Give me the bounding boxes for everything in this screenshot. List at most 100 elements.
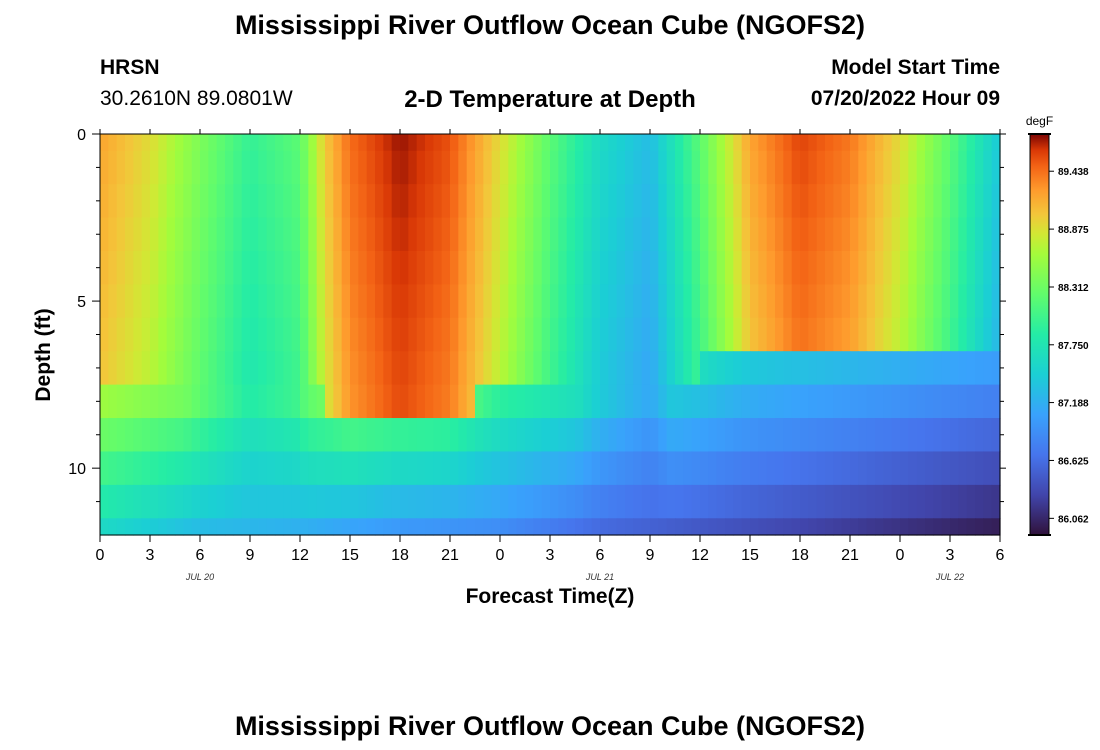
heatmap-cell [225, 150, 234, 185]
heatmap-cell [291, 284, 301, 319]
heatmap-cell [733, 418, 743, 453]
y-axis-label: Depth (ft) [32, 308, 55, 402]
heatmap-cell [291, 518, 301, 536]
heatmap-cell [308, 184, 318, 219]
heatmap-cell [800, 134, 809, 152]
heatmap-cell [633, 134, 643, 152]
heatmap-cell [350, 351, 359, 386]
heatmap-cell [591, 150, 601, 185]
heatmap-cell [175, 484, 184, 519]
heatmap-cell [241, 418, 251, 453]
heatmap-cell [350, 150, 359, 185]
heatmap-cell [250, 518, 259, 536]
heatmap-cell [925, 451, 934, 486]
heatmap-cell [100, 150, 109, 185]
heatmap-cell [525, 184, 534, 219]
heatmap-cell [358, 418, 368, 453]
heatmap-cell [983, 418, 993, 453]
heatmap-cell [750, 451, 759, 486]
heatmap-cell [333, 250, 343, 285]
heatmap-cell [275, 518, 284, 536]
colorbar-tick-label: 88.312 [1058, 283, 1089, 294]
heatmap-cell [633, 150, 643, 185]
heatmap-cell [841, 451, 851, 486]
heatmap-cell [108, 418, 118, 453]
heatmap-cell [366, 184, 376, 219]
heatmap-cell [716, 184, 726, 219]
heatmap-cell [408, 284, 418, 319]
heatmap-cell [991, 150, 1001, 185]
heatmap-cell [458, 184, 468, 219]
heatmap-cell [141, 384, 151, 419]
heatmap-cell [991, 351, 1001, 386]
heatmap-cell [150, 184, 159, 219]
heatmap-cell [208, 518, 218, 536]
heatmap-cell [941, 184, 951, 219]
heatmap-cell [816, 484, 826, 519]
heatmap-cell [450, 484, 459, 519]
heatmap-cell [833, 184, 843, 219]
heatmap-cell [550, 250, 559, 285]
heatmap-cell [258, 484, 268, 519]
heatmap-cell [991, 384, 1001, 419]
heatmap-cell [925, 134, 934, 152]
heatmap-cell [291, 217, 301, 252]
heatmap-cell [683, 351, 693, 386]
heatmap-cell [933, 317, 943, 352]
heatmap-cell [116, 351, 126, 386]
heatmap-cell [625, 451, 634, 486]
colorbar-tick-label: 86.062 [1058, 514, 1089, 525]
heatmap-cell [400, 451, 409, 486]
heatmap-cell [708, 384, 718, 419]
heatmap-cell [466, 351, 476, 386]
heatmap-cell [125, 451, 134, 486]
heatmap-cell [641, 484, 651, 519]
heatmap-cell [408, 250, 418, 285]
heatmap-cell [158, 134, 168, 152]
heatmap-cell [983, 284, 993, 319]
station-name: HRSN [100, 56, 160, 79]
heatmap-cell [608, 418, 618, 453]
heatmap-cell [591, 518, 601, 536]
heatmap-cell [583, 451, 593, 486]
heatmap-cell [608, 484, 618, 519]
heatmap-cell [475, 250, 484, 285]
heatmap-cell [333, 451, 343, 486]
heatmap-cell [908, 351, 918, 386]
heatmap-cell [150, 150, 159, 185]
heatmap-cell [900, 384, 909, 419]
heatmap-cell [458, 150, 468, 185]
heatmap-cell [958, 418, 968, 453]
heatmap-cell [625, 384, 634, 419]
heatmap-cell [850, 184, 859, 219]
heatmap-cell [766, 451, 776, 486]
heatmap-cell [516, 384, 526, 419]
heatmap-cell [991, 484, 1001, 519]
heatmap-cell [958, 184, 968, 219]
heatmap-cell [158, 384, 168, 419]
heatmap-cell [400, 250, 409, 285]
heatmap-cell [108, 484, 118, 519]
heatmap-cell [233, 451, 243, 486]
heatmap-cell [275, 217, 284, 252]
heatmap-cell [416, 134, 426, 152]
heatmap-cell [400, 284, 409, 319]
heatmap-cell [741, 384, 751, 419]
heatmap-cell [950, 351, 959, 386]
heatmap-cell [191, 518, 201, 536]
heatmap-cell [258, 418, 268, 453]
heatmap-cell [791, 418, 801, 453]
heatmap-cell [466, 284, 476, 319]
heatmap-cell [641, 284, 651, 319]
heatmap-cell [733, 317, 743, 352]
heatmap-cell [166, 250, 176, 285]
heatmap-cell [983, 351, 993, 386]
heatmap-cell [325, 451, 334, 486]
heatmap-cell [891, 150, 901, 185]
heatmap-cell [783, 451, 793, 486]
heatmap-cell [216, 150, 226, 185]
station-coordinates: 30.2610N 89.0801W [100, 87, 293, 110]
heatmap-cell [341, 284, 351, 319]
heatmap-cell [141, 250, 151, 285]
heatmap-cell [366, 351, 376, 386]
